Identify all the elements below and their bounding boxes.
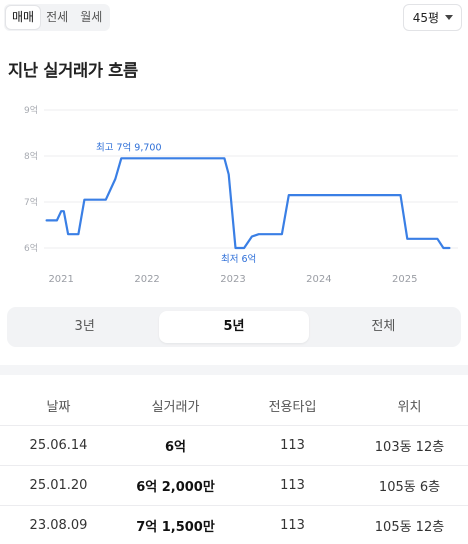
tab-range-5y[interactable]: 5년 <box>159 311 309 343</box>
x-tick-label: 2021 <box>48 274 73 285</box>
x-tick-label: 2022 <box>134 274 159 285</box>
row-date: 23.08.09 <box>29 518 88 533</box>
header-price: 실거래가 <box>151 400 200 415</box>
y-tick-label: 9억 <box>24 104 38 116</box>
x-tick-label: 2025 <box>392 274 417 285</box>
row-date: 25.01.20 <box>29 478 88 493</box>
table-row[interactable]: 25.06.14 6억 113 103동 12층 <box>0 426 468 466</box>
tab-sale[interactable]: 매매 <box>6 6 41 29</box>
y-tick-label: 6억 <box>24 242 38 254</box>
y-tick-label: 8억 <box>24 150 38 162</box>
section-divider <box>0 365 468 375</box>
row-date: 25.06.14 <box>29 438 88 453</box>
x-tick-label: 2024 <box>306 274 331 285</box>
row-price: 6억 <box>164 440 186 455</box>
row-price: 6억 2,000만 <box>136 480 215 495</box>
row-type: 113 <box>280 438 305 453</box>
table-header: 날짜 실거래가 전용타입 위치 <box>0 386 468 426</box>
table-row[interactable]: 25.01.20 6억 2,000만 113 105동 6층 <box>0 466 468 506</box>
row-location: 105동 6층 <box>378 480 441 495</box>
y-tick-label: 7억 <box>24 196 38 208</box>
header-date: 날짜 <box>46 400 71 415</box>
header-type: 전용타입 <box>268 400 317 415</box>
tab-monthly-rent[interactable]: 월세 <box>80 10 103 24</box>
chevron-down-icon <box>445 15 453 20</box>
transaction-table: 날짜 실거래가 전용타입 위치 25.06.14 6억 113 103동 12층… <box>0 386 468 544</box>
row-location: 103동 12층 <box>374 440 445 455</box>
row-location: 105동 12층 <box>374 520 445 535</box>
min-price-label: 최저 6억 <box>221 253 256 265</box>
x-tick-label: 2023 <box>220 274 245 285</box>
max-price-label: 최고 7억 9,700 <box>96 141 162 153</box>
header-location: 위치 <box>397 400 422 415</box>
table-row[interactable]: 23.08.09 7억 1,500만 113 105동 12층 <box>0 506 468 544</box>
row-type: 113 <box>280 518 305 533</box>
tab-range-3y[interactable]: 3년 <box>74 319 95 334</box>
price-trend-chart: 9억 8억 7억 6억 2021 2022 2023 2024 2025 최고 7억 9,700 최… <box>24 104 458 285</box>
page-title: 지난 실거래가 흐름 <box>8 61 138 80</box>
size-select[interactable]: 45평 <box>402 4 462 31</box>
tab-range-all[interactable]: 전체 <box>371 319 396 334</box>
series-line <box>45 157 451 250</box>
tab-jeonse[interactable]: 전세 <box>46 10 69 24</box>
deal-type-tabs: 매매 전세 월세 <box>4 4 111 31</box>
size-select-value: 45평 <box>412 11 439 25</box>
row-type: 113 <box>280 478 305 493</box>
row-price: 7억 1,500만 <box>136 520 215 535</box>
period-range-tabs: 3년 5년 전체 <box>7 307 461 347</box>
